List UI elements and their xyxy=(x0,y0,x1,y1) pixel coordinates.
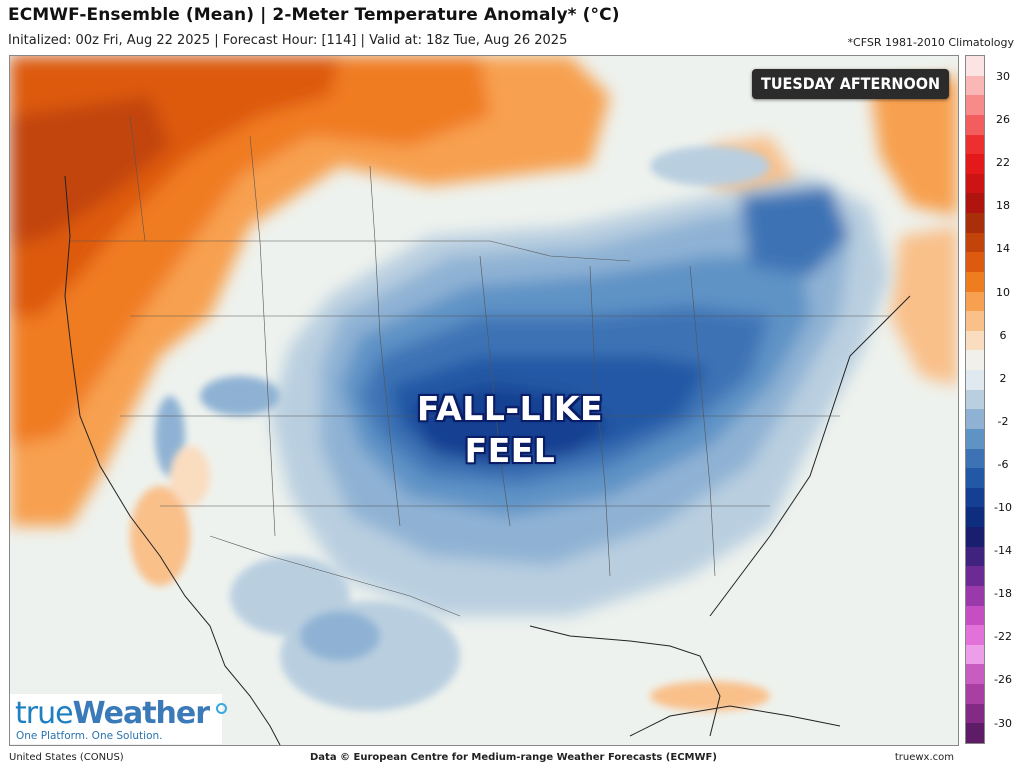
trueweather-logo[interactable]: trueWeather One Platform. One Solution. xyxy=(10,694,227,744)
coastlines xyxy=(64,175,911,745)
color-scale-segment xyxy=(966,271,984,293)
color-scale-segment xyxy=(966,311,984,332)
color-scale-segment xyxy=(966,428,984,450)
color-scale-segment xyxy=(966,723,984,744)
map-callout: FALL-LIKE FEEL xyxy=(400,388,620,472)
color-scale-tick: -10 xyxy=(994,501,1012,514)
callout-line-2: FEEL xyxy=(464,431,556,470)
logo-wordmark: trueWeather xyxy=(15,696,210,731)
time-badge: TUESDAY AFTERNOON xyxy=(752,69,949,99)
cool-anomaly-southwest xyxy=(155,146,770,711)
color-scale-segment xyxy=(966,664,984,685)
color-scale-tick: 18 xyxy=(996,199,1010,213)
color-scale-tick: 6 xyxy=(999,328,1007,342)
color-scale-segment xyxy=(966,585,984,607)
color-scale-segment xyxy=(966,193,984,214)
warm-anomaly-southwest xyxy=(130,446,770,711)
logo-weather: Weather xyxy=(72,696,210,731)
footer-region: United States (CONUS) xyxy=(9,752,124,763)
footer-credit: Data © European Centre for Medium-range … xyxy=(310,752,717,763)
color-scale-tick: -26 xyxy=(994,673,1012,687)
color-scale-segment xyxy=(966,173,984,194)
color-scale-segment xyxy=(966,507,984,528)
color-scale-tick: -18 xyxy=(994,587,1012,601)
color-scale-segment xyxy=(966,527,984,548)
color-scale-tick: 30 xyxy=(996,70,1010,83)
color-scale-segment xyxy=(966,703,984,724)
borders xyxy=(70,115,890,617)
color-scale-segment xyxy=(966,409,984,430)
color-scale-tick: -14 xyxy=(994,544,1012,558)
color-scale-segment xyxy=(966,487,984,508)
color-scale xyxy=(965,55,985,744)
color-scale-segment xyxy=(966,468,984,489)
color-scale-segment xyxy=(966,448,984,469)
color-scale-tick: 2 xyxy=(999,371,1007,385)
color-scale-segment xyxy=(966,546,984,567)
color-scale-tick: 10 xyxy=(996,285,1010,299)
color-scale-segment xyxy=(966,330,984,351)
color-scale-segment xyxy=(966,95,984,116)
warm-anomaly-northwest xyxy=(10,56,610,526)
color-scale-tick: -2 xyxy=(997,414,1009,428)
logo-tagline: One Platform. One Solution. xyxy=(16,730,163,742)
footer-site[interactable]: truewx.com xyxy=(894,752,954,763)
color-scale-segment xyxy=(966,75,984,96)
callout-line-1: FALL-LIKE xyxy=(417,389,603,428)
color-scale-segment xyxy=(966,350,984,371)
color-scale-tick: -30 xyxy=(994,716,1012,730)
logo-true: true xyxy=(15,696,74,731)
chart-title: ECMWF-Ensemble (Mean) | 2-Meter Temperat… xyxy=(8,5,620,25)
color-scale-segment xyxy=(966,252,984,273)
color-scale-tick: 14 xyxy=(996,242,1010,256)
color-scale-segment xyxy=(966,605,984,626)
color-scale-segment xyxy=(966,291,984,312)
color-scale-tick: 22 xyxy=(996,156,1010,170)
color-scale-segment xyxy=(966,566,984,587)
color-scale-segment xyxy=(966,114,984,135)
color-scale-tick: -22 xyxy=(994,630,1012,644)
color-scale-segment xyxy=(966,389,984,410)
color-scale-segment xyxy=(966,213,984,234)
anomaly-map[interactable]: TUESDAY AFTERNOON xyxy=(9,55,959,746)
color-scale-segment xyxy=(966,154,984,175)
run-info: Initalized: 00z Fri, Aug 22 2025 | Forec… xyxy=(8,33,568,48)
climatology-note: *CFSR 1981-2010 Climatology xyxy=(847,36,1014,49)
color-scale-segment xyxy=(966,370,984,391)
color-scale-tick: 26 xyxy=(996,113,1010,127)
color-scale-segment xyxy=(966,644,984,665)
color-scale-segment xyxy=(966,232,984,253)
color-scale-segment xyxy=(966,684,984,705)
color-scale-segment xyxy=(966,134,984,155)
color-scale-segment xyxy=(966,625,984,646)
logo-dot-icon xyxy=(216,703,227,714)
color-scale-tick: -6 xyxy=(997,457,1009,471)
color-scale-segment xyxy=(966,56,984,77)
map-canvas xyxy=(10,56,958,745)
